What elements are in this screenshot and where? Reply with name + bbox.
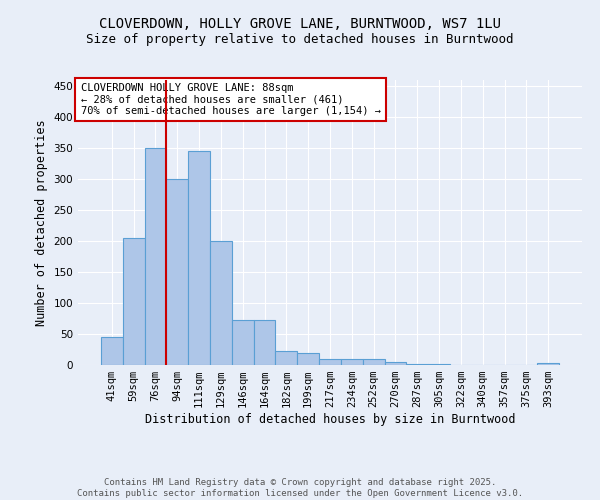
Text: Size of property relative to detached houses in Burntwood: Size of property relative to detached ho… bbox=[86, 32, 514, 46]
Bar bbox=[341, 359, 363, 365]
Text: CLOVERDOWN, HOLLY GROVE LANE, BURNTWOOD, WS7 1LU: CLOVERDOWN, HOLLY GROVE LANE, BURNTWOOD,… bbox=[99, 18, 501, 32]
X-axis label: Distribution of detached houses by size in Burntwood: Distribution of detached houses by size … bbox=[145, 413, 515, 426]
Bar bbox=[166, 179, 188, 365]
Bar bbox=[232, 320, 254, 365]
Bar bbox=[363, 359, 385, 365]
Bar bbox=[275, 351, 297, 365]
Bar bbox=[123, 238, 145, 365]
Text: CLOVERDOWN HOLLY GROVE LANE: 88sqm
← 28% of detached houses are smaller (461)
70: CLOVERDOWN HOLLY GROVE LANE: 88sqm ← 28%… bbox=[80, 83, 380, 116]
Bar bbox=[537, 363, 559, 365]
Bar bbox=[254, 320, 275, 365]
Text: Contains HM Land Registry data © Crown copyright and database right 2025.
Contai: Contains HM Land Registry data © Crown c… bbox=[77, 478, 523, 498]
Bar bbox=[297, 352, 319, 365]
Bar bbox=[101, 337, 123, 365]
Bar bbox=[188, 151, 210, 365]
Bar bbox=[145, 148, 166, 365]
Bar bbox=[319, 359, 341, 365]
Bar bbox=[385, 362, 406, 365]
Bar bbox=[428, 364, 450, 365]
Y-axis label: Number of detached properties: Number of detached properties bbox=[35, 119, 48, 326]
Bar bbox=[210, 241, 232, 365]
Bar bbox=[406, 364, 428, 365]
